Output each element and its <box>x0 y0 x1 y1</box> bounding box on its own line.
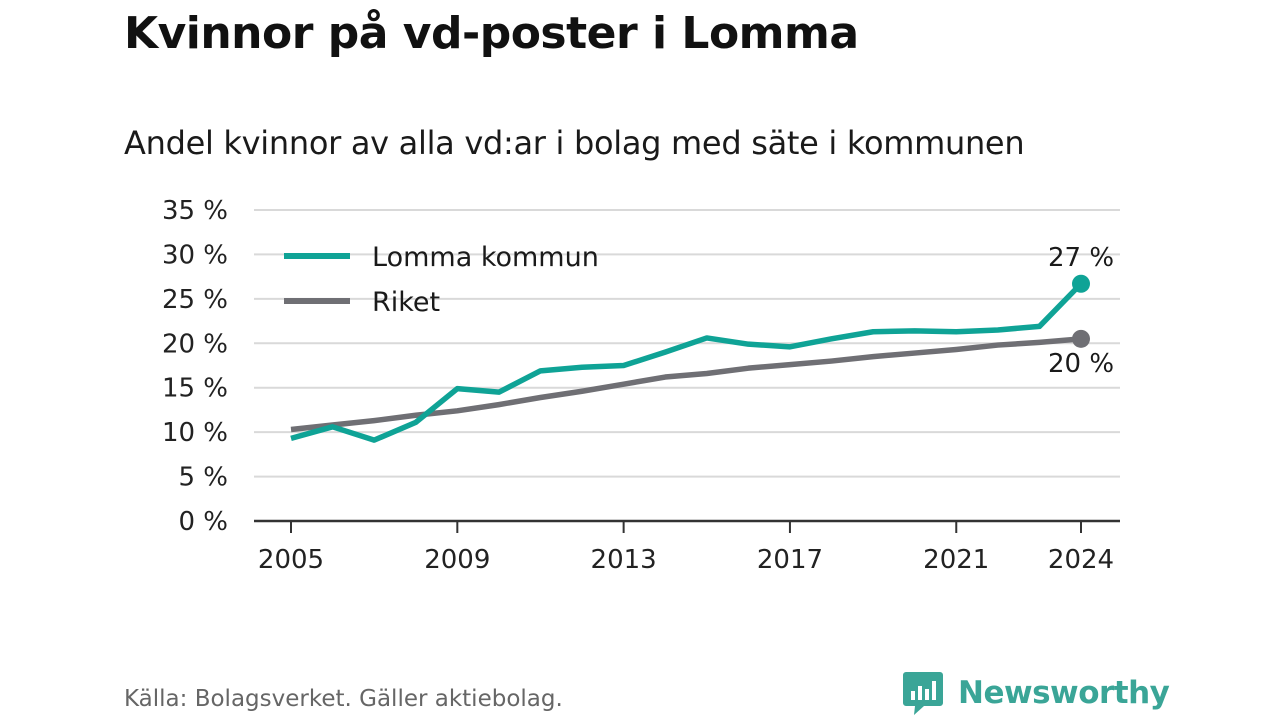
y-tick-label: 20 % <box>162 329 228 359</box>
x-tick-label: 2024 <box>1048 545 1114 575</box>
y-tick-label: 25 % <box>162 285 228 315</box>
series-line-riket <box>290 336 1082 433</box>
chart-subtitle: Andel kvinnor av alla vd:ar i bolag med … <box>124 124 1025 162</box>
x-tick-label: 2013 <box>591 545 657 575</box>
x-tick-label: 2017 <box>757 545 823 575</box>
end-point-lomma <box>1072 274 1090 293</box>
series-line-lomma <box>290 281 1083 443</box>
grid-lines <box>254 209 1120 478</box>
y-tick-label: 0 % <box>178 507 228 537</box>
y-tick-label: 15 % <box>162 374 228 404</box>
end-point-riket <box>1072 329 1090 348</box>
chart-title: Kvinnor på vd-poster i Lomma <box>124 8 859 59</box>
legend-label-riket: Riket <box>372 287 440 318</box>
x-tick-label: 2021 <box>923 545 989 575</box>
x-axis: 2005 2009 2013 2017 2021 2024 <box>254 519 1120 575</box>
y-tick-label: 35 % <box>162 196 228 226</box>
x-tick-label: 2009 <box>424 545 490 575</box>
legend-label-lomma: Lomma kommun <box>372 242 599 273</box>
source-note: Källa: Bolagsverket. Gäller aktiebolag. <box>124 686 563 712</box>
y-tick-label: 10 % <box>162 418 228 448</box>
line-chart: 0 %5 %10 %15 %20 %25 %30 %35 % 2005 2009 2… <box>162 196 1120 575</box>
end-label-riket: 20 % <box>1048 349 1114 379</box>
y-tick-label: 5 % <box>178 463 228 493</box>
y-tick-label: 30 % <box>162 240 228 270</box>
brand-name: Newsworthy <box>958 675 1170 711</box>
brand-logo: Newsworthy <box>902 668 1170 718</box>
x-tick-label: 2005 <box>258 545 324 575</box>
legend: Lomma kommun Riket <box>284 242 599 318</box>
end-label-lomma: 27 % <box>1048 243 1114 273</box>
y-axis-labels: 0 % 5 % 10 % 15 % 20 % 25 % 30 % 35 % <box>162 196 228 537</box>
newsworthy-logo-icon <box>903 672 943 715</box>
series-lines: 27 % 20 % <box>290 243 1114 443</box>
